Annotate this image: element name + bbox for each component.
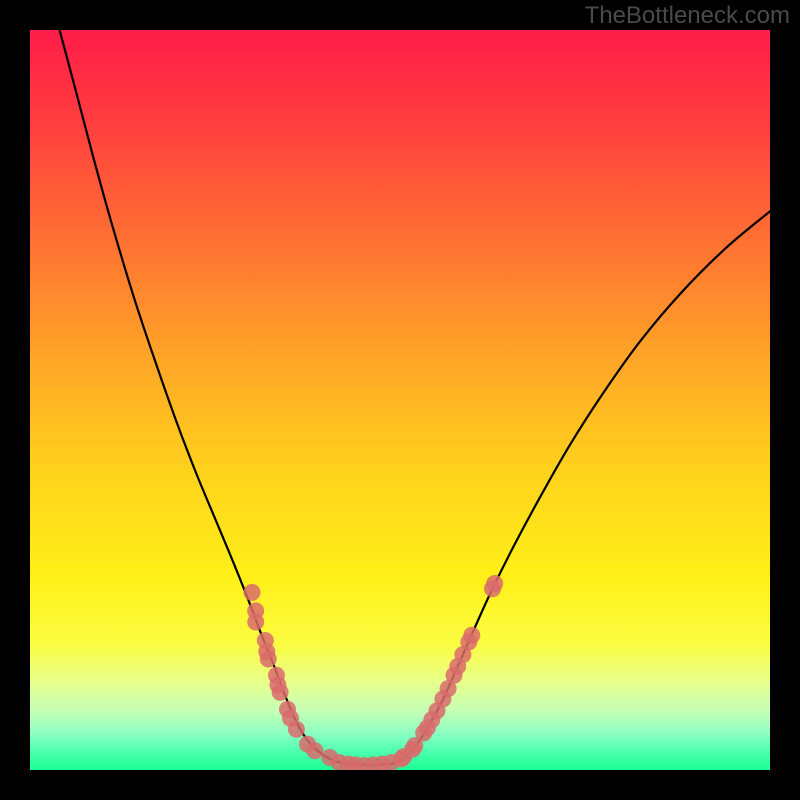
data-marker: [463, 627, 480, 644]
data-marker: [247, 614, 264, 631]
data-marker: [244, 584, 261, 601]
frame-border-left: [0, 0, 30, 800]
data-marker: [272, 684, 289, 701]
data-marker: [486, 575, 503, 592]
chart-frame: TheBottleneck.com: [0, 0, 800, 800]
frame-border-bottom: [0, 770, 800, 800]
frame-border-right: [770, 0, 800, 800]
data-marker: [260, 651, 277, 668]
plot-area: [30, 30, 770, 770]
data-marker: [288, 721, 305, 738]
marker-group: [244, 575, 504, 770]
watermark-text: TheBottleneck.com: [585, 2, 790, 30]
plot-svg: [30, 30, 770, 770]
data-marker: [306, 742, 323, 759]
bottleneck-curve: [60, 30, 770, 765]
